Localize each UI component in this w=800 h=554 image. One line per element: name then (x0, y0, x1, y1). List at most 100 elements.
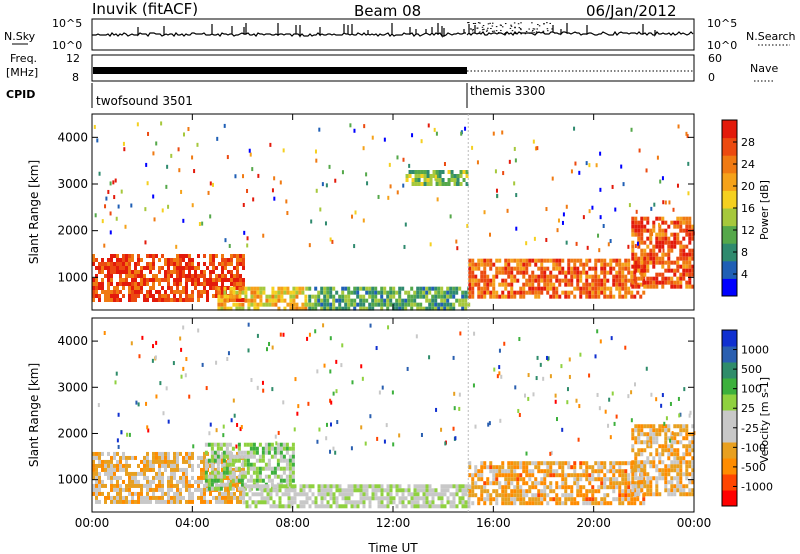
range-cell (134, 491, 137, 496)
range-cell (606, 278, 610, 283)
range-cell (643, 264, 647, 269)
scatter-cell (518, 337, 521, 342)
range-cell (691, 448, 695, 453)
range-cell (422, 290, 426, 295)
range-cell (291, 450, 295, 455)
range-cell (561, 473, 565, 478)
range-cell (258, 442, 262, 447)
range-cell (210, 462, 214, 467)
range-cell (676, 432, 680, 437)
range-cell (522, 290, 526, 295)
range-cell (222, 466, 226, 471)
range-cell (549, 489, 553, 494)
range-cell (576, 501, 580, 506)
range-cell (543, 278, 547, 283)
range-cell (588, 497, 592, 502)
range-cell (664, 228, 668, 233)
range-cell (636, 290, 640, 295)
range-cell (655, 284, 659, 289)
range-cell (401, 488, 405, 493)
range-cell (158, 483, 161, 488)
scatter-cell (591, 205, 594, 210)
range-cell (110, 298, 113, 302)
range-cell (188, 451, 191, 456)
range-cell (281, 484, 285, 489)
range-cell (371, 290, 375, 295)
range-cell (685, 452, 689, 457)
range-cell (428, 492, 432, 497)
range-cell (155, 254, 158, 258)
scatter-cell (369, 323, 372, 328)
range-cell (615, 278, 619, 283)
range-cell (204, 450, 208, 455)
range-cell (501, 290, 505, 295)
range-cell (621, 501, 625, 506)
nsearch-dot (520, 29, 522, 31)
range-cell (682, 256, 686, 261)
range-cell (242, 262, 245, 266)
range-cell (558, 282, 562, 287)
range-cell (280, 290, 284, 295)
range-cell (221, 286, 224, 290)
range-cell (670, 444, 674, 449)
range-cell (618, 282, 622, 287)
range-cell (326, 290, 330, 295)
range-cell (377, 484, 381, 489)
range-cell (561, 270, 565, 275)
freq-tick-bottom: 8 (72, 71, 79, 84)
range-cell (649, 452, 653, 457)
range-cell (246, 458, 250, 463)
nsearch-dot (532, 28, 535, 30)
range-cell (404, 504, 408, 509)
nsearch-dot (481, 29, 484, 31)
range-cell (501, 469, 505, 474)
range-cell (176, 286, 179, 290)
range-cell (489, 266, 493, 271)
range-cell (228, 454, 232, 459)
range-cell (380, 298, 384, 303)
range-cell (621, 294, 625, 299)
scatter-cell (144, 207, 147, 212)
nsearch-dot (486, 29, 489, 31)
range-cell (549, 469, 553, 474)
colorbar-swatch (722, 474, 737, 491)
range-cell (326, 488, 330, 493)
range-cell (661, 244, 665, 249)
scatter-cell (268, 341, 271, 346)
range-cell (464, 302, 468, 307)
range-cell (531, 274, 535, 279)
range-cell (262, 302, 266, 307)
range-cell (444, 182, 448, 186)
range-cell (525, 461, 529, 466)
range-cell (238, 290, 242, 295)
range-cell (664, 236, 668, 241)
range-cell (143, 463, 146, 468)
range-cell (573, 294, 577, 299)
range-cell (185, 471, 188, 476)
range-cell (528, 477, 532, 482)
range-cell (95, 455, 98, 460)
range-cell (438, 174, 442, 178)
range-cell (155, 451, 158, 456)
y-tick-label: 4000 (57, 334, 88, 348)
range-cell (314, 294, 318, 299)
range-cell (455, 298, 459, 303)
range-cell (534, 278, 538, 283)
range-cell (341, 488, 345, 493)
range-cell (516, 270, 520, 275)
range-cell (218, 491, 221, 496)
range-cell (688, 216, 692, 221)
range-cell (609, 294, 613, 299)
colorbar-tick-label: -1000 (741, 480, 773, 493)
range-cell (401, 496, 405, 501)
range-cell (125, 282, 128, 286)
range-cell (200, 467, 203, 472)
range-cell (513, 473, 517, 478)
range-cell (640, 240, 644, 245)
range-cell (468, 266, 472, 271)
nsearch-dot (531, 31, 534, 33)
range-cell (519, 477, 523, 482)
range-cell (504, 282, 508, 287)
scatter-cell (246, 243, 249, 248)
range-cell (122, 254, 125, 258)
